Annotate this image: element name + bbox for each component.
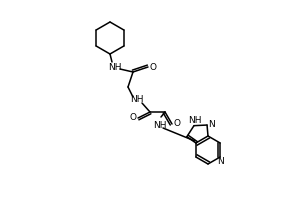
Text: N: N bbox=[217, 158, 224, 166]
Text: NH: NH bbox=[130, 96, 144, 104]
Text: O: O bbox=[173, 118, 181, 128]
Text: O: O bbox=[149, 62, 157, 72]
Text: NH: NH bbox=[108, 62, 122, 72]
Text: O: O bbox=[130, 112, 136, 121]
Text: N: N bbox=[208, 120, 214, 129]
Text: NH: NH bbox=[153, 120, 167, 130]
Text: NH: NH bbox=[188, 116, 202, 125]
